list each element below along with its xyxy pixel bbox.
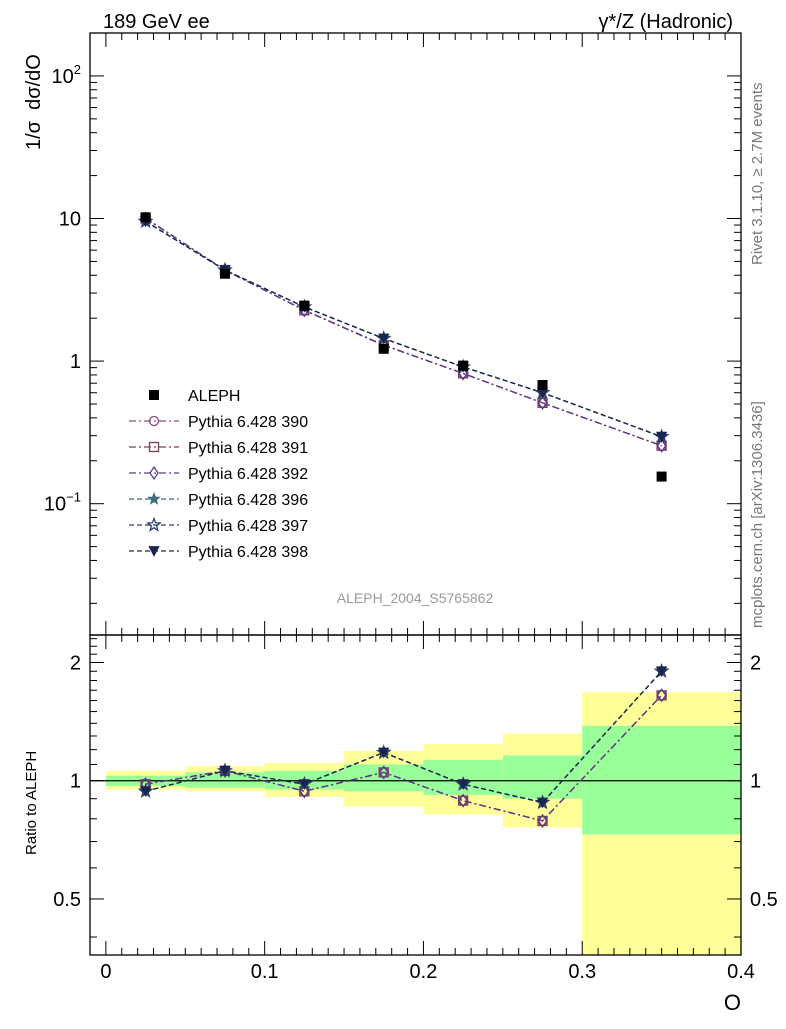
ratio-tick-label-right: 2	[750, 653, 761, 675]
legend-entry: Pythia 6.428 392	[129, 465, 308, 483]
y-tick-exponent: −1	[66, 490, 81, 505]
rivet-label: Rivet 3.1.10, ≥ 2.7M events	[749, 83, 766, 266]
aleph-data-point	[140, 212, 151, 223]
ratio-series	[137, 662, 670, 829]
mc-line-1	[145, 217, 662, 447]
ratio-point-2-4	[458, 793, 468, 808]
y-axis-title: 1/σ dσ/dO	[23, 54, 45, 150]
legend-entry: Pythia 6.428 397	[129, 516, 308, 535]
stat-uncertainty-band	[502, 755, 583, 799]
ratio-point-5-3	[378, 747, 390, 759]
ratio-point-2-6	[656, 688, 667, 703]
stat-uncertainty-band	[582, 725, 741, 835]
ratio-point-5-1	[219, 765, 231, 777]
mc-point-5-6	[655, 431, 668, 443]
x-tick-label: 0.4	[727, 961, 755, 983]
mcplots-label: mcplots.cern.ch [arXiv:1306.3436]	[749, 401, 766, 628]
legend-entry: Pythia 6.428 391	[129, 440, 308, 457]
x-tick-label: 0	[100, 961, 111, 983]
legend-marker	[148, 546, 160, 557]
aleph-data-point	[299, 300, 310, 311]
mc-line-0	[145, 217, 662, 447]
mcplots-label-group: mcplots.cern.ch [arXiv:1306.3436]	[749, 401, 766, 628]
aleph-data-point	[537, 379, 548, 390]
y-tick-label: 102	[52, 62, 81, 88]
legend-label: Pythia 6.428 398	[188, 544, 308, 561]
x-axis-label: O	[724, 990, 741, 1015]
ratio-axis-title: Ratio to ALEPH	[23, 751, 40, 855]
ratio-point-5-4	[457, 779, 469, 791]
ratio-point-5-5	[536, 797, 549, 809]
mc-point-0-6	[656, 440, 667, 451]
ratio-tick-label-right: 0.5	[750, 889, 778, 911]
legend-entry: Pythia 6.428 390	[129, 414, 308, 431]
legend-label: Pythia 6.428 396	[188, 492, 308, 509]
legend-label: Pythia 6.428 390	[188, 414, 308, 431]
y-axis-label: 1/σ dσ/dO	[23, 54, 45, 150]
legend-marker	[147, 491, 161, 505]
legend-label: Pythia 6.428 392	[188, 466, 308, 483]
aleph-data-point	[219, 268, 230, 279]
rivet-label-group: Rivet 3.1.10, ≥ 2.7M events	[749, 83, 766, 266]
legend-marker	[149, 465, 159, 481]
aleph-data-point	[458, 360, 469, 371]
legend-entry: Pythia 6.428 398	[129, 544, 308, 561]
aleph-data-point	[656, 471, 667, 482]
x-tick-label: 0.1	[251, 961, 279, 983]
y-tick-exponent: 2	[74, 62, 81, 77]
legend-label: Pythia 6.428 397	[188, 518, 308, 535]
legend-marker	[148, 415, 160, 427]
ratio-point-2-3	[378, 765, 389, 780]
y-tick-base: 10	[59, 209, 81, 231]
main-series	[137, 211, 670, 482]
legend-entry: Pythia 6.428 396	[129, 491, 308, 509]
y-tick-label: 10−1	[44, 490, 81, 516]
legend-data-marker	[149, 390, 159, 400]
watermark: ALEPH_2004_S5765862	[337, 590, 494, 606]
y-tick-label: 10	[59, 209, 81, 231]
mc-line-2	[145, 217, 662, 447]
legend-marker	[146, 516, 162, 532]
ratio-point-5-6	[655, 666, 668, 678]
mc-point-5-3	[378, 333, 390, 345]
ratio-point-5-2	[298, 779, 311, 791]
y-tick-base: 10	[52, 66, 74, 88]
ratio-bands	[90, 692, 741, 955]
y-tick-base: 10	[44, 494, 66, 516]
ratio-point-5-0	[139, 786, 152, 798]
legend: ALEPH Pythia 6.428 390 Pythia 6.428 391 Pyt…	[129, 388, 308, 561]
ratio-axis-label: Ratio to ALEPH	[23, 751, 40, 855]
mc-point-2-6	[656, 438, 667, 453]
ratio-tick-label-left: 1	[70, 771, 81, 793]
ratio-tick-label-left: 2	[70, 653, 81, 675]
x-tick-label: 0.2	[410, 961, 438, 983]
ratio-tick-label-left: 0.5	[53, 889, 81, 911]
aleph-data-point	[378, 343, 389, 354]
left-title: 189 GeV ee	[103, 11, 210, 33]
right-title: γ*/Z (Hadronic)	[599, 11, 733, 33]
y-tick-base: 1	[70, 351, 81, 373]
ratio-plot-frame	[89, 634, 742, 956]
legend-entry: ALEPH	[149, 388, 240, 405]
ratio-tick-label-right: 1	[750, 771, 761, 793]
mc-point-2-5	[537, 395, 548, 410]
ratio-point-2-5	[537, 813, 548, 829]
x-tick-label: 0.3	[568, 961, 596, 983]
legend-label: ALEPH	[188, 388, 240, 405]
y-tick-label: 1	[70, 351, 81, 373]
legend-label: Pythia 6.428 391	[188, 440, 308, 457]
legend-marker	[148, 441, 160, 453]
